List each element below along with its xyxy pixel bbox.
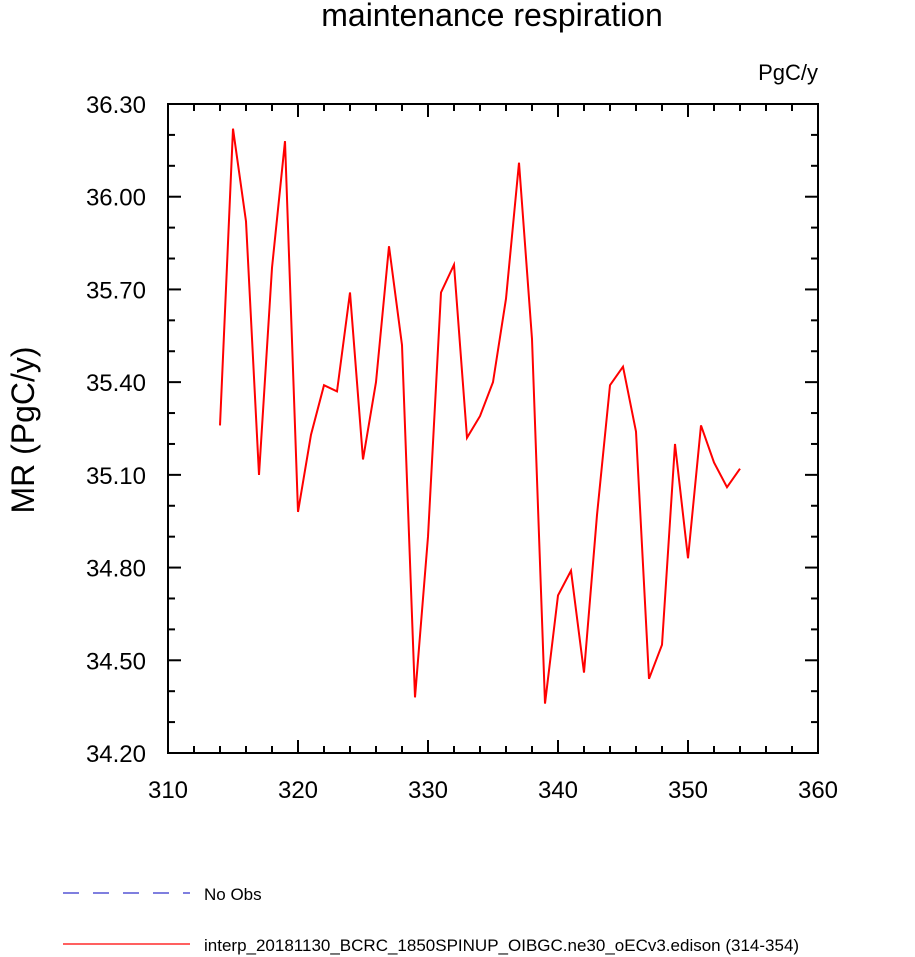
y-tick-label: 36.00 (86, 185, 146, 212)
chart-title: maintenance respiration (321, 0, 663, 33)
x-tick-label: 360 (798, 777, 838, 804)
x-tick-label: 310 (148, 777, 188, 804)
x-tick-label: 320 (278, 777, 318, 804)
y-tick-label: 36.30 (86, 92, 146, 119)
y-tick-label: 34.50 (86, 648, 146, 675)
series-line (219, 128, 741, 704)
legend-label: interp_20181130_BCRC_1850SPINUP_OIBGC.ne… (204, 936, 799, 955)
y-tick-label: 35.40 (86, 370, 146, 397)
x-tick-label: 350 (668, 777, 708, 804)
series-group (219, 128, 741, 704)
y-axis-label: MR (PgC/y) (5, 346, 41, 513)
y-tick-label: 35.70 (86, 277, 146, 304)
y-tick-label: 34.20 (86, 741, 146, 768)
y-tick-label: 35.10 (86, 463, 146, 490)
plot-frame (167, 103, 819, 754)
units-label: PgC/y (758, 60, 818, 85)
legend-label: No Obs (204, 885, 262, 904)
y-tick-labels: 34.20 34.50 34.80 35.10 35.40 35.70 36.00 36.30 (86, 92, 146, 768)
y-tick-label: 34.80 (86, 556, 146, 583)
legend: No Obs interp_20181130_BCRC_1850SPINUP_OI… (63, 885, 799, 955)
x-tick-label: 340 (538, 777, 578, 804)
x-tick-label: 330 (408, 777, 448, 804)
axis-ticks (167, 103, 819, 754)
x-tick-labels: 310 320 330 340 350 360 (148, 777, 838, 804)
